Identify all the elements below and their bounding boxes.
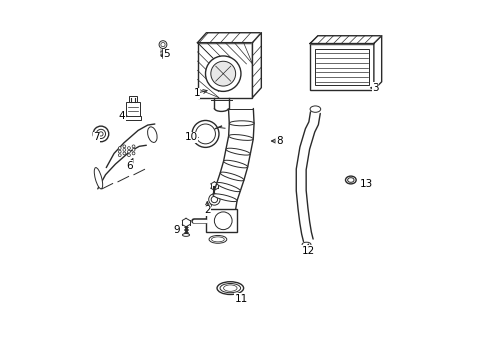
Ellipse shape <box>182 234 189 237</box>
Circle shape <box>122 148 125 151</box>
Circle shape <box>132 148 135 151</box>
Ellipse shape <box>228 135 253 140</box>
Circle shape <box>118 147 121 149</box>
Text: 8: 8 <box>276 136 283 146</box>
Ellipse shape <box>147 127 157 143</box>
Ellipse shape <box>345 176 355 184</box>
Text: 9: 9 <box>174 225 180 235</box>
Text: 12: 12 <box>301 246 314 256</box>
Ellipse shape <box>309 106 320 112</box>
Ellipse shape <box>212 194 237 202</box>
Circle shape <box>211 196 217 203</box>
Text: 6: 6 <box>126 161 132 171</box>
Text: 7: 7 <box>93 132 100 143</box>
Circle shape <box>96 129 105 139</box>
Ellipse shape <box>223 160 247 168</box>
Circle shape <box>161 42 165 47</box>
Bar <box>309 44 373 90</box>
Circle shape <box>159 41 166 49</box>
Text: 13: 13 <box>360 179 373 189</box>
Text: 2: 2 <box>203 205 210 215</box>
Circle shape <box>127 150 130 153</box>
Polygon shape <box>197 33 261 42</box>
Ellipse shape <box>223 285 237 291</box>
Text: 4: 4 <box>119 111 125 121</box>
Circle shape <box>214 212 232 230</box>
Text: 1: 1 <box>193 88 200 98</box>
Text: 5: 5 <box>163 49 169 59</box>
Ellipse shape <box>209 235 226 243</box>
Circle shape <box>118 154 121 157</box>
Bar <box>206 209 236 232</box>
Circle shape <box>210 61 235 86</box>
Bar <box>314 49 368 85</box>
Ellipse shape <box>94 168 102 189</box>
Ellipse shape <box>229 121 254 126</box>
Circle shape <box>195 124 215 144</box>
Circle shape <box>118 150 121 153</box>
Circle shape <box>122 145 125 148</box>
Circle shape <box>127 147 130 149</box>
Circle shape <box>122 152 125 155</box>
Text: 3: 3 <box>371 83 378 93</box>
Bar <box>128 96 137 102</box>
Circle shape <box>132 152 135 155</box>
Circle shape <box>99 132 103 136</box>
Polygon shape <box>252 33 261 98</box>
Circle shape <box>208 194 220 205</box>
Circle shape <box>192 121 219 147</box>
Ellipse shape <box>220 283 240 293</box>
Polygon shape <box>309 36 381 44</box>
Ellipse shape <box>217 282 243 294</box>
Ellipse shape <box>225 148 250 155</box>
Text: 10: 10 <box>184 132 198 143</box>
Text: 11: 11 <box>234 294 247 304</box>
Ellipse shape <box>302 242 310 247</box>
Circle shape <box>127 154 130 157</box>
Circle shape <box>132 145 135 148</box>
Ellipse shape <box>211 237 224 242</box>
Ellipse shape <box>220 172 244 181</box>
Ellipse shape <box>216 183 240 192</box>
Ellipse shape <box>347 178 353 182</box>
Circle shape <box>205 56 241 91</box>
Circle shape <box>93 126 108 142</box>
Bar <box>125 116 141 120</box>
Bar <box>197 42 252 98</box>
Polygon shape <box>373 36 381 90</box>
Bar <box>126 102 139 117</box>
